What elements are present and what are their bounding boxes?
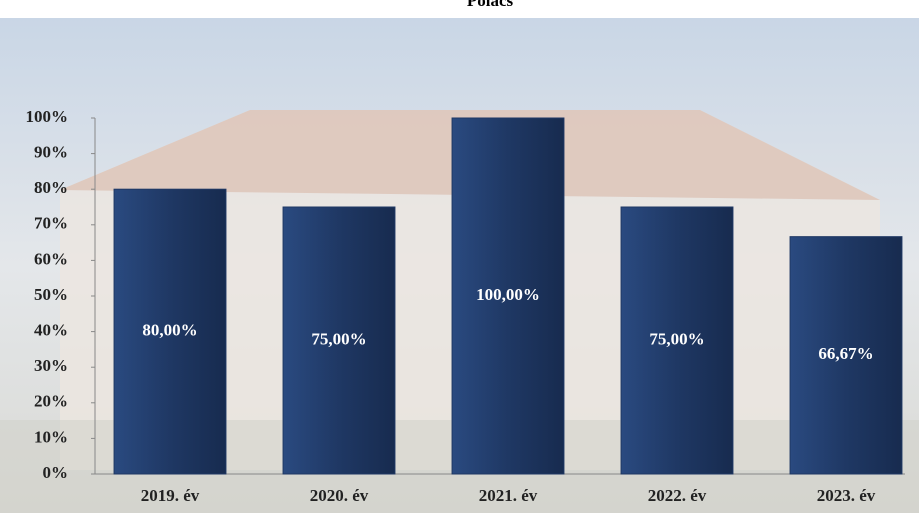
bar [282, 206, 396, 475]
y-tick-label: 100% [26, 107, 69, 126]
x-tick-label: 2023. év [817, 486, 876, 505]
x-tick-label: 2022. év [648, 486, 707, 505]
y-tick-label: 0% [43, 463, 69, 482]
bar [113, 188, 227, 475]
y-tick-label: 30% [34, 356, 68, 375]
bar [451, 117, 565, 475]
value-label: 100,00% [476, 285, 540, 304]
y-tick-label: 10% [34, 427, 68, 446]
bar [620, 206, 734, 475]
y-tick-label: 90% [34, 143, 68, 162]
y-tick-label: 80% [34, 178, 68, 197]
x-tick-label: 2019. év [141, 486, 200, 505]
y-tick-label: 20% [34, 392, 68, 411]
x-tick-label: 2020. év [310, 486, 369, 505]
value-label: 75,00% [649, 329, 704, 348]
chart-title: Polács [467, 0, 514, 10]
value-label: 66,67% [818, 344, 873, 363]
value-label: 75,00% [311, 329, 366, 348]
y-tick-label: 70% [34, 214, 68, 233]
y-tick-label: 40% [34, 321, 68, 340]
y-tick-label: 60% [34, 249, 68, 268]
bar [789, 236, 903, 475]
y-tick-label: 50% [34, 285, 68, 304]
value-label: 80,00% [142, 321, 197, 340]
x-tick-label: 2021. év [479, 486, 538, 505]
